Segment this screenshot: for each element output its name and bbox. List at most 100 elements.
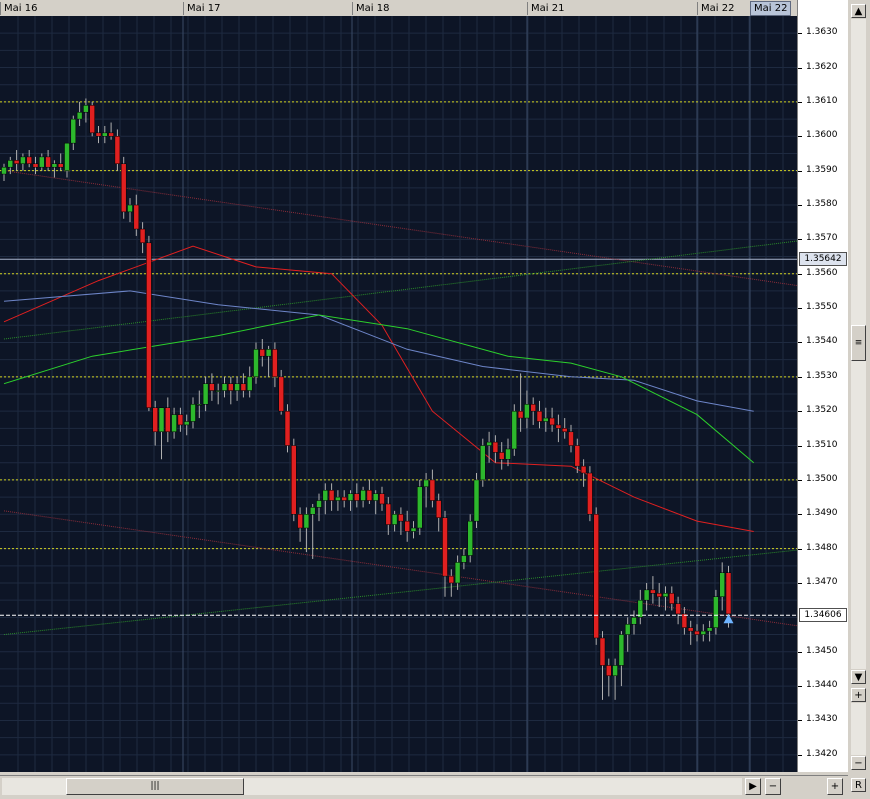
candle-body [240,383,247,391]
candle-body [190,404,196,422]
candle-body [284,410,291,446]
trend-line [3,240,797,340]
tick-mark [798,308,802,310]
candle-body [120,163,127,213]
candle-body [366,489,373,501]
candle-body [524,404,530,419]
candle-body [26,156,32,165]
candle-body [39,156,45,168]
candle-body [272,349,278,378]
price-plot[interactable] [0,16,797,772]
candle-body [429,479,436,501]
candle-body [505,448,511,460]
candle-body [448,575,455,584]
tick-mark [798,720,802,722]
candle-body [278,376,284,412]
reset-button[interactable]: R [851,778,866,792]
time-zoom-out-button[interactable]: − [765,778,781,795]
scroll-up-button[interactable]: ▲ [851,4,866,18]
candle-body [568,431,574,446]
tick-label: 1.3440 [806,680,838,691]
candle-body [303,514,310,529]
candle-body [643,589,650,601]
tick-mark [798,136,802,138]
candle-body [637,599,644,618]
tick-mark [798,445,802,447]
tick-mark [798,651,802,653]
time-zoom-in-button[interactable]: + [827,778,843,795]
tick-mark [798,479,802,481]
candle-body [498,452,505,460]
tick-label: 1.3560 [806,267,838,278]
candle-body [694,630,700,635]
vertical-scroll-thumb[interactable]: ≡ [851,325,866,361]
tick-mark [798,583,802,584]
scroll-down-button[interactable]: ▼ [851,670,866,684]
date-label: Mai 22 [697,2,734,15]
date-label: Mai 21 [527,2,564,15]
candle-body [587,472,593,515]
candle-body [146,242,152,408]
candle-body [183,421,190,426]
candle-body [511,410,518,450]
candle-body [417,486,423,529]
candle-body [719,572,725,597]
tick-label: 1.3620 [806,61,838,72]
candle-body [536,410,543,422]
zoom-in-button[interactable]: + [851,688,866,702]
candle-body [83,105,89,113]
candle-body [480,445,486,481]
zoom-track[interactable] [851,703,866,755]
candle-body [687,627,694,632]
candle-body [328,489,335,501]
candle-body [561,428,568,433]
horizontal-scroll-thumb[interactable]: ||| [66,778,244,795]
tick-mark [798,101,802,103]
candle-body [624,623,631,635]
tick-label: 1.3530 [806,370,838,381]
candle-body [265,349,272,357]
candle-body [700,630,707,635]
candle-body [385,503,392,525]
candle-body [473,479,480,522]
tick-label: 1.3510 [806,439,838,450]
tick-label: 1.3590 [806,164,838,175]
price-axis[interactable]: 1.3630 1.3620 1.3610 1.3600 1.3590 1.3580 1.35… [797,0,849,772]
candle-body [309,507,316,515]
tick-mark [798,342,802,344]
candle-body [209,383,215,391]
tick-mark [798,205,802,206]
candle-body [486,441,492,446]
candle-body [354,493,360,501]
tick-label: 1.3430 [806,714,838,725]
candle-body [202,383,209,405]
zoom-out-button[interactable]: − [851,756,866,770]
candle-body [133,204,140,230]
candle-body [158,407,165,433]
candle-body [669,593,675,604]
candle-body [618,634,625,666]
tick-label: 1.3570 [806,233,838,244]
horizontal-scroll-bar: ||| ▶ − + [0,775,848,799]
tick-label: 1.3610 [806,95,838,106]
tick-mark [798,273,802,275]
vertical-zoom-bar: ▲ ≡ ▼ + − R [848,0,870,798]
candle-body [391,514,398,525]
candle-body [574,445,581,467]
candle-body [102,132,108,137]
candle-body [372,493,379,501]
tick-mark [798,239,802,241]
candle-body [492,441,499,453]
moving-average-line [3,245,754,532]
tick-mark [798,170,802,172]
candle-body [165,407,171,433]
scroll-right-button[interactable]: ▶ [745,778,761,795]
tick-label: 1.3470 [806,577,838,587]
candle-body [45,156,51,168]
candle-body [467,520,473,556]
candle-body [517,410,524,419]
candle-body [291,445,297,515]
candle-body [171,414,177,433]
candle-body [13,160,20,165]
